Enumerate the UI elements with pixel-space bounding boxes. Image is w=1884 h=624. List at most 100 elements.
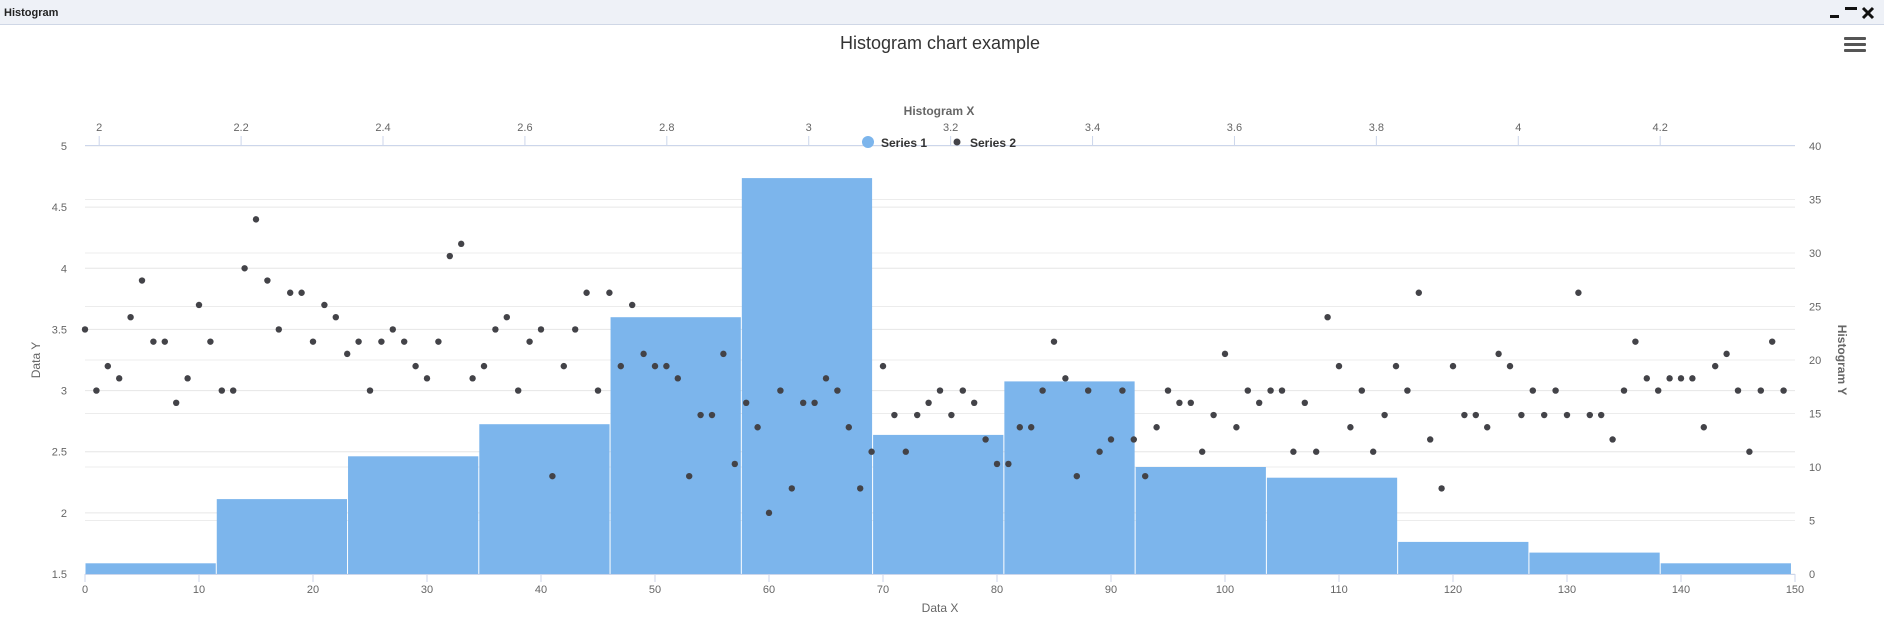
scatter-point: [879, 362, 887, 370]
histogram-bar: [873, 434, 1004, 574]
scatter-point: [788, 485, 795, 492]
scatter-point: [1506, 362, 1514, 370]
scatter-point: [1780, 387, 1787, 394]
scatter-point: [1324, 314, 1331, 321]
scatter-point: [720, 350, 727, 358]
scatter-point: [515, 387, 522, 394]
legend-label-series-2: Series 2: [970, 136, 1016, 150]
scatter-point: [1392, 362, 1400, 370]
scatter-point: [1484, 424, 1491, 431]
histogram-bar: [741, 178, 873, 574]
scatter-point: [1313, 448, 1320, 455]
x-axis-tick-label: 120: [1444, 584, 1462, 596]
scatter-point: [936, 387, 944, 394]
scatter-point: [264, 277, 271, 284]
chart-context-menu-button[interactable]: [1844, 37, 1866, 57]
histogram-bar: [1004, 381, 1135, 574]
chart-title: Histogram chart example: [840, 33, 1040, 53]
x2-axis-tick-label: 2.6: [517, 122, 532, 134]
scatter-point: [1518, 411, 1525, 419]
scatter-point: [1769, 338, 1776, 345]
scatter-point: [104, 362, 112, 370]
scatter-point: [834, 387, 841, 394]
maximize-icon[interactable]: [1844, 6, 1858, 20]
y-axis-tick-label: 4.5: [52, 202, 67, 214]
scatter-point: [1267, 387, 1274, 394]
scatter-point: [1164, 387, 1172, 394]
scatter-point: [1632, 338, 1639, 345]
scatter-point: [959, 387, 966, 394]
scatter-point: [173, 399, 180, 406]
scatter-point: [1746, 448, 1753, 455]
histogram-bar: [479, 424, 610, 574]
x2-axis-tick-label: 2: [96, 122, 102, 134]
scatter-point: [629, 301, 636, 309]
x-axis-tick-label: 40: [535, 584, 547, 596]
scatter-point: [1586, 411, 1594, 419]
scatter-point: [1723, 350, 1730, 358]
histogram-bar: [1529, 552, 1660, 574]
scatter-point: [81, 326, 89, 333]
histogram-bar: [1266, 477, 1398, 574]
legend-item-series-1[interactable]: Series 1: [862, 136, 927, 150]
scatter-point: [1461, 411, 1468, 419]
legend-item-series-2[interactable]: Series 2: [953, 136, 1017, 150]
x-axis-tick-label: 110: [1330, 584, 1348, 596]
histogram-bar: [85, 563, 216, 574]
scatter-point: [1221, 350, 1229, 358]
scatter-point: [1085, 387, 1092, 394]
y2-axis-tick-label: 25: [1809, 302, 1821, 314]
scatter-point: [401, 338, 408, 345]
scatter-point: [1655, 387, 1662, 394]
scatter-point: [606, 289, 613, 296]
y2-axis-tick-label: 0: [1809, 569, 1815, 581]
x-axis-tick-label: 60: [763, 584, 775, 596]
scatter-point: [845, 424, 852, 431]
x-axis-tick-label: 90: [1105, 584, 1117, 596]
scatter-point: [1472, 411, 1480, 419]
legend: Series 1 Series 2: [862, 136, 1016, 150]
histogram-bar: [348, 456, 479, 574]
close-icon[interactable]: [1861, 6, 1875, 20]
scatter-point: [309, 338, 317, 345]
scatter-point: [537, 326, 545, 333]
scatter-point: [1689, 375, 1696, 382]
scatter-point: [1210, 411, 1217, 419]
scatter-point: [1370, 448, 1377, 455]
scatter-point: [1404, 387, 1411, 394]
scatter-point: [1438, 485, 1445, 492]
scatter-point: [1643, 375, 1651, 382]
x-axis-tick-label: 130: [1558, 584, 1576, 596]
scatter-point: [1495, 350, 1502, 358]
scatter-point: [412, 362, 419, 370]
scatter-point: [993, 460, 1001, 468]
scatter-point: [1028, 424, 1035, 431]
minimize-icon[interactable]: [1828, 6, 1842, 20]
scatter-point: [777, 387, 784, 394]
scatter-point: [686, 472, 693, 480]
scatter-point: [344, 350, 351, 358]
scatter-point: [298, 289, 305, 296]
scatter-point: [1062, 375, 1069, 382]
x2-axis-tick-label: 4.2: [1653, 122, 1668, 134]
scatter-point: [800, 399, 807, 406]
scatter-point: [241, 265, 248, 272]
scatter-point: [1449, 362, 1457, 370]
scatter-point: [1039, 387, 1046, 394]
x2-axis-tick-label: 3.2: [943, 122, 958, 134]
scatter-point: [218, 387, 225, 394]
y-axis-tick-label: 2.5: [52, 447, 67, 459]
scatter-point: [1153, 424, 1160, 431]
scatter-point: [1575, 289, 1582, 296]
scatter-point: [321, 301, 328, 309]
scatter-point: [1256, 399, 1263, 406]
scatter-point: [1244, 387, 1252, 394]
scatter-point: [560, 362, 567, 370]
scatter-point: [1598, 411, 1605, 419]
scatter-point: [184, 375, 191, 382]
scatter-point: [1609, 436, 1616, 443]
scatter-point: [458, 240, 465, 248]
scatter-point: [492, 326, 499, 333]
scatter-point: [378, 338, 385, 345]
scatter-point: [1381, 411, 1388, 419]
